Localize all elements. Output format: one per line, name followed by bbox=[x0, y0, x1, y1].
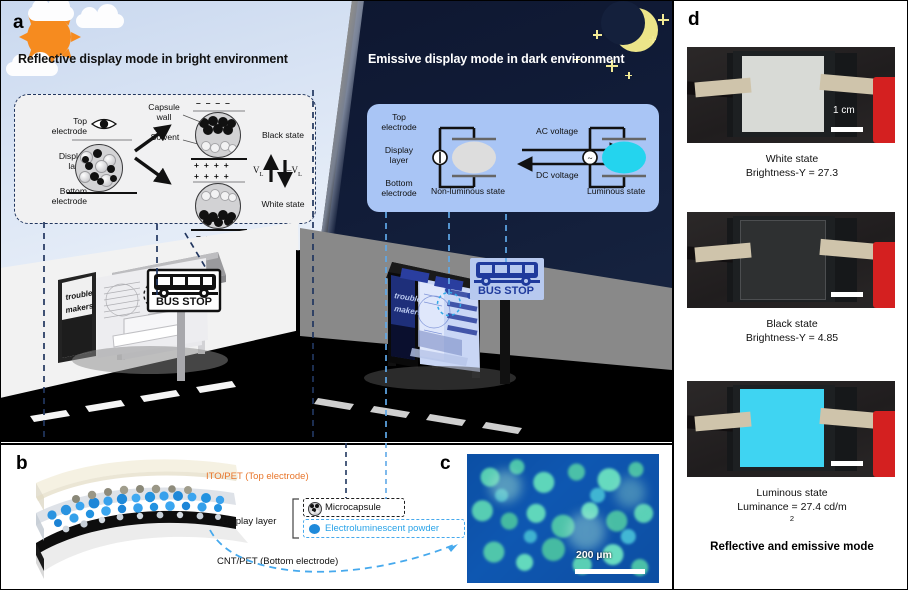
voltage-switch-arrows bbox=[263, 154, 293, 188]
voltage-down-label: –VL bbox=[287, 165, 302, 178]
photo-black-state bbox=[687, 212, 895, 308]
solvent-label: Solvent bbox=[150, 132, 180, 142]
non-luminous-circuit bbox=[432, 126, 496, 189]
cloud-icon bbox=[6, 52, 58, 76]
device-stack-illustration bbox=[36, 459, 248, 579]
cloud-icon bbox=[28, 0, 74, 21]
black-state-label: Black state bbox=[261, 130, 305, 140]
el-powder-swatch-icon bbox=[309, 523, 320, 534]
white-state-label: White state bbox=[261, 199, 305, 209]
black-state-capsule bbox=[195, 112, 241, 158]
panel-d-footer: Reflective and emissive mode bbox=[710, 541, 874, 553]
microcapsule-swatch-icon bbox=[308, 501, 322, 516]
photo-scale-bar bbox=[831, 461, 863, 466]
refl-arrow-up bbox=[134, 124, 172, 153]
ito-pet-label: ITO/PET (Top electrode) bbox=[206, 471, 309, 482]
cloud-icon bbox=[76, 4, 124, 28]
star-icon bbox=[592, 30, 602, 39]
night-bus-shelter: trouble makers bbox=[364, 262, 516, 390]
black-bottom-electrode-line bbox=[191, 158, 247, 161]
emis-bottom-electrode-label: Bottom electrode bbox=[381, 178, 417, 198]
panel-d-label: d bbox=[688, 9, 700, 30]
panel-b-label: b bbox=[16, 453, 28, 474]
ac-voltage-label: AC voltage bbox=[536, 126, 579, 136]
svg-text:makers: makers bbox=[394, 304, 424, 317]
panel-b-top-dash-links bbox=[345, 443, 387, 499]
display-layer-bracket bbox=[292, 498, 299, 539]
photo-white-caption: White state Brightness-Y = 27.3 bbox=[674, 152, 908, 180]
day-bus-stop-sign: BUS STOP bbox=[146, 268, 222, 381]
non-luminous-state-label: Non-luminous state bbox=[431, 186, 506, 196]
photo-scale-bar bbox=[831, 292, 863, 297]
photo-luminous-state bbox=[687, 381, 895, 477]
night-callout-lines bbox=[385, 212, 507, 442]
white-bottom-electrode-line bbox=[191, 229, 247, 232]
voltage-up-label: VL bbox=[253, 165, 264, 178]
svg-text:trouble: trouble bbox=[394, 291, 423, 304]
capsule-wall-label: Capsule wall bbox=[148, 102, 180, 122]
star-icon bbox=[625, 72, 633, 79]
svg-text:BUS STOP: BUS STOP bbox=[156, 296, 212, 308]
night-bus-stop-sign: BUS STOP bbox=[470, 258, 544, 384]
black-state-negative-charges: – – – – bbox=[196, 98, 232, 108]
legend-el-powder-label: Electroluminescent powder bbox=[325, 523, 440, 534]
white-top-electrode-line bbox=[193, 181, 245, 183]
luminous-circuit: ~ bbox=[582, 126, 646, 189]
photo-black-caption: Black state Brightness-Y = 4.85 bbox=[674, 317, 908, 345]
street-scene: trouble makers bbox=[0, 90, 672, 442]
cnt-pet-label: CNT/PET (Bottom electrode) bbox=[217, 556, 339, 567]
emis-display-layer-label: Display layer bbox=[384, 145, 414, 165]
display-layer-label: Display layer bbox=[222, 516, 277, 527]
panel-c-label: c bbox=[440, 453, 451, 474]
dc-voltage-label: DC voltage bbox=[536, 170, 579, 180]
white-state-name: White state bbox=[765, 153, 819, 165]
night-mode-header: Emissive display mode in dark environmen… bbox=[368, 52, 625, 66]
star-icon bbox=[606, 60, 618, 72]
refl-top-electrode-label: Top electrode bbox=[51, 116, 87, 136]
white-state-positive-charges: + + + + bbox=[194, 171, 231, 181]
refl-top-electrode-line bbox=[72, 139, 132, 141]
day-callout-lines bbox=[43, 90, 314, 442]
black-state-metric: Brightness-Y = 4.85 bbox=[745, 332, 839, 345]
emis-top-electrode-label: Top electrode bbox=[381, 112, 417, 132]
svg-text:~: ~ bbox=[588, 154, 593, 164]
refl-bottom-electrode-label: Bottom electrode bbox=[51, 186, 87, 206]
emissive-schematic-box: Top electrode Display layer Bottom electrod… bbox=[367, 104, 659, 212]
svg-text:BUS STOP: BUS STOP bbox=[478, 285, 534, 297]
moon-icon bbox=[601, 1, 658, 52]
legend-el-powder: Electroluminescent powder bbox=[303, 519, 465, 538]
refl-arrow-down bbox=[134, 156, 172, 185]
star-icon bbox=[573, 56, 581, 63]
legend-microcapsule: Microcapsule bbox=[303, 498, 405, 517]
black-state-positive-charges: + + + + bbox=[194, 160, 231, 170]
black-top-electrode-line bbox=[193, 110, 245, 112]
star-icon bbox=[649, 36, 657, 43]
photo-white-state: 1 cm bbox=[687, 47, 895, 143]
eye-icon bbox=[90, 118, 118, 130]
panel-a: a Reflective display mode in bright envi… bbox=[0, 0, 672, 442]
micrograph-scale-bar bbox=[575, 569, 645, 574]
luminous-state-metric: Luminance = 27.4 cd/m 2 bbox=[737, 501, 847, 524]
photo-scale-label: 1 cm bbox=[833, 105, 855, 116]
photo-scale-bar bbox=[831, 127, 863, 132]
panel-a-label: a bbox=[13, 12, 24, 33]
micrograph-scale-label: 200 µm bbox=[576, 549, 612, 561]
refl-bottom-electrode-line bbox=[67, 192, 137, 195]
white-state-capsule bbox=[195, 183, 241, 229]
micrograph: 200 µm bbox=[467, 454, 659, 583]
day-mode-header: Reflective display mode in bright enviro… bbox=[18, 52, 288, 66]
luminous-state-name: Luminous state bbox=[756, 487, 828, 499]
star-icon bbox=[657, 14, 669, 25]
panel-d: d 1 cm White state Brightness-Y = 27.3 bbox=[672, 0, 908, 590]
panel-b-to-c-connector bbox=[209, 529, 458, 573]
legend-microcapsule-label: Microcapsule bbox=[325, 502, 381, 513]
panel-bc: b bbox=[0, 443, 672, 590]
refl-mixed-capsule bbox=[75, 144, 123, 192]
white-state-metric: Brightness-Y = 27.3 bbox=[745, 167, 839, 180]
luminous-state-label: Luminous state bbox=[587, 186, 646, 196]
photo-luminous-caption: Luminous state Luminance = 27.4 cd/m 2 bbox=[674, 486, 908, 524]
black-state-name: Black state bbox=[766, 318, 818, 330]
